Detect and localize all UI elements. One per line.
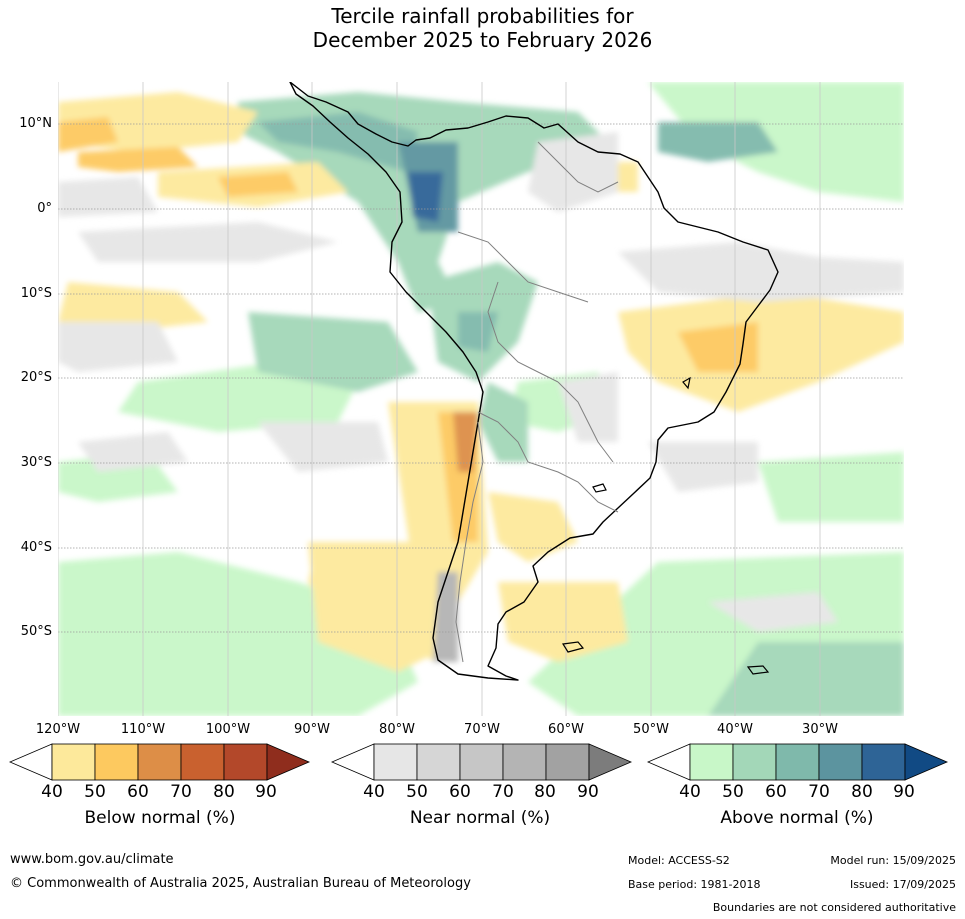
- below-legend-bin-2: [137, 743, 182, 781]
- footer-boundaries-note: Boundaries are not considered authoritat…: [712, 901, 956, 914]
- lon-label-70w: 70°W: [464, 722, 500, 737]
- footer-model: Model: ACCESS-S2: [628, 854, 730, 867]
- above-tick-50: 50: [722, 782, 744, 802]
- near-legend-bin-0: [373, 743, 418, 781]
- below-tick-50: 50: [84, 782, 106, 802]
- near-tick-60: 60: [449, 782, 471, 802]
- above-legend-bin-3: [818, 743, 863, 781]
- above-legend-bin-4: [861, 743, 906, 781]
- above-tick-80: 80: [851, 782, 873, 802]
- below-tick-90: 90: [255, 782, 277, 802]
- lon-label-60w: 60°W: [548, 722, 584, 737]
- near-tick-80: 80: [534, 782, 556, 802]
- coastline: [289, 82, 779, 681]
- above-legend-bin-2: [775, 743, 820, 781]
- near-legend-bin-4: [545, 743, 590, 781]
- above-normal-legend-title: Above normal (%): [720, 808, 874, 828]
- lon-label-100w: 100°W: [205, 722, 251, 737]
- meridians: [58, 82, 821, 716]
- lat-label-20s: 20°S: [20, 370, 52, 385]
- near-legend-start-triangle: [330, 743, 375, 781]
- below-tick-80: 80: [213, 782, 235, 802]
- near-normal-legend-title: Near normal (%): [409, 808, 551, 828]
- above-legend-bin-1: [732, 743, 777, 781]
- near-tick-70: 70: [492, 782, 514, 802]
- below-normal-legend-title: Below normal (%): [84, 808, 236, 828]
- above-legend-start-triangle: [646, 743, 691, 781]
- near-legend-bin-3: [502, 743, 547, 781]
- lat-label-30s: 30°S: [20, 455, 52, 470]
- above-tick-40: 40: [679, 782, 701, 802]
- below-legend-bin-4: [223, 743, 268, 781]
- probability-shading: [58, 82, 904, 716]
- lat-label-50s: 50°S: [20, 624, 52, 639]
- lon-label-110w: 110°W: [120, 722, 166, 737]
- lat-label-0: 0°: [37, 201, 52, 216]
- rainfall-probability-map: [58, 82, 904, 716]
- title-line-1: Tercile rainfall probabilities for: [331, 4, 634, 28]
- country-borders: [455, 141, 619, 663]
- map-title: Tercile rainfall probabilities for Decem…: [0, 4, 965, 52]
- lat-label-10n: 10°N: [19, 116, 52, 131]
- near-legend-bin-2: [459, 743, 504, 781]
- footer-issued: Issued: 17/09/2025: [849, 878, 956, 891]
- near-legend-bin-1: [416, 743, 461, 781]
- below-tick-60: 60: [127, 782, 149, 802]
- below-tick-70: 70: [170, 782, 192, 802]
- lon-label-90w: 90°W: [294, 722, 330, 737]
- lon-label-40w: 40°W: [717, 722, 753, 737]
- lon-label-120w: 120°W: [35, 722, 81, 737]
- below-legend-bin-1: [94, 743, 139, 781]
- footer-base-period: Base period: 1981-2018: [628, 878, 761, 891]
- near-tick-40: 40: [363, 782, 385, 802]
- above-legend-end-triangle: [904, 743, 949, 781]
- near-legend-end-triangle: [588, 743, 633, 781]
- below-legend-bin-3: [180, 743, 225, 781]
- below-legend-start-triangle: [8, 743, 53, 781]
- lon-label-80w: 80°W: [379, 722, 415, 737]
- lat-label-10s: 10°S: [20, 286, 52, 301]
- near-tick-90: 90: [577, 782, 599, 802]
- below-legend-end-triangle: [266, 743, 311, 781]
- below-legend-bin-0: [51, 743, 96, 781]
- footer-url[interactable]: www.bom.gov.au/climate: [10, 852, 174, 867]
- above-tick-90: 90: [893, 782, 915, 802]
- islands: [561, 376, 770, 675]
- legend-colorbars: [8, 743, 949, 781]
- lon-label-30w: 30°W: [802, 722, 838, 737]
- footer-copyright: © Commonwealth of Australia 2025, Austra…: [10, 876, 471, 891]
- above-tick-70: 70: [808, 782, 830, 802]
- near-tick-50: 50: [406, 782, 428, 802]
- above-legend-bin-0: [689, 743, 734, 781]
- below-tick-40: 40: [41, 782, 63, 802]
- lon-label-50w: 50°W: [633, 722, 669, 737]
- title-line-2: December 2025 to February 2026: [312, 28, 653, 52]
- footer-model-run: Model run: 15/09/2025: [830, 854, 956, 867]
- above-tick-60: 60: [765, 782, 787, 802]
- lat-label-40s: 40°S: [20, 540, 52, 555]
